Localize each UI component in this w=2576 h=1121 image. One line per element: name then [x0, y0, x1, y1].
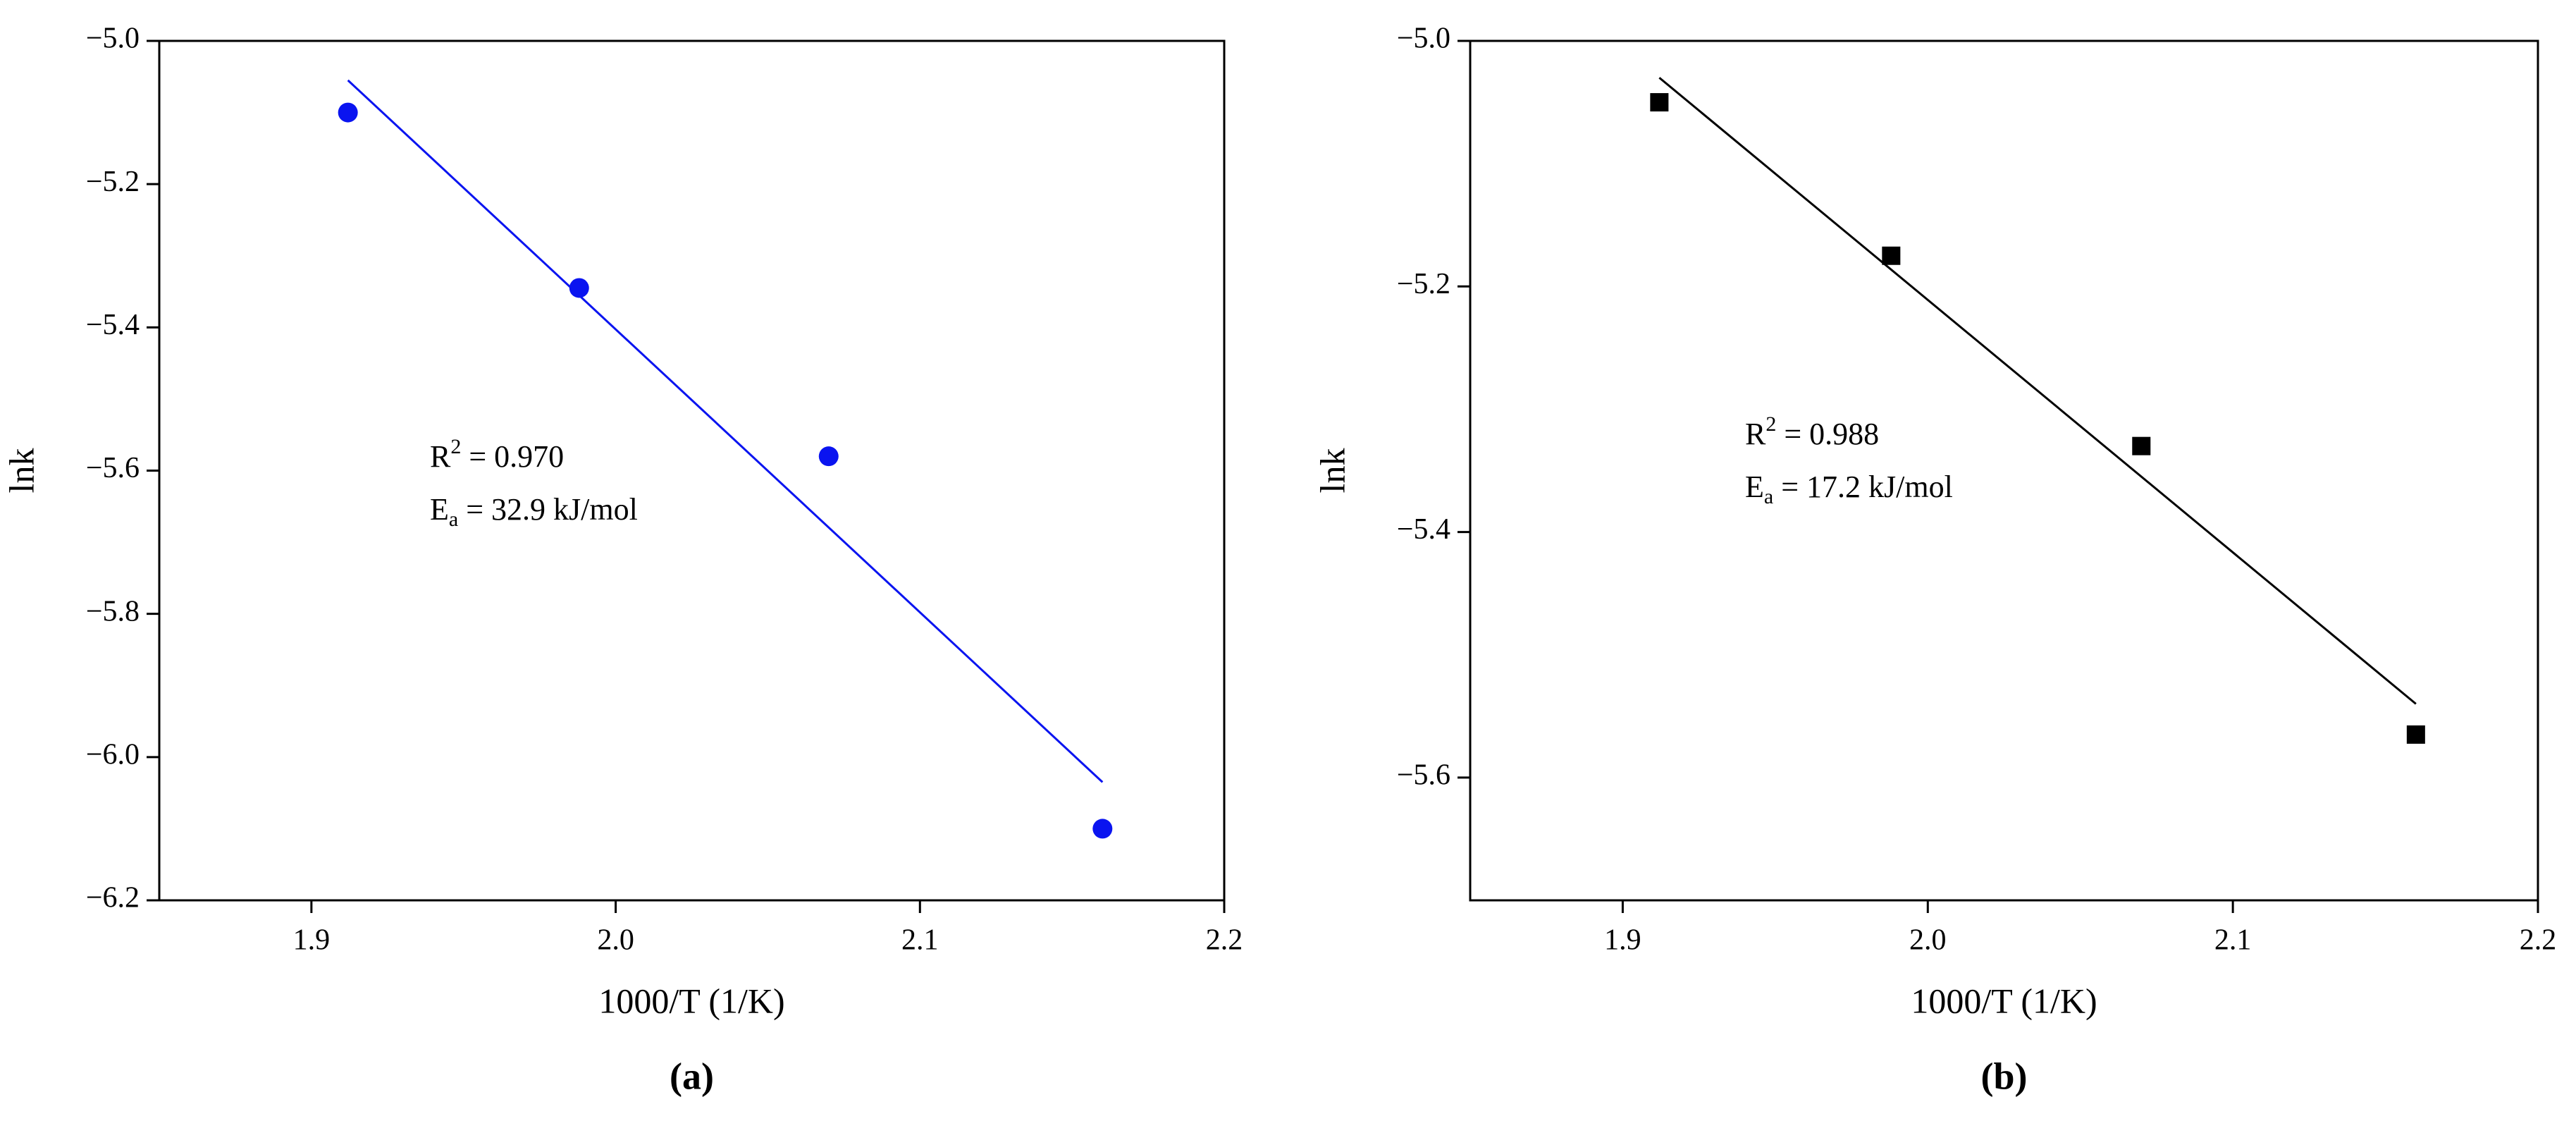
y-tick-label: −5.2: [86, 166, 140, 198]
y-tick-label: −6.0: [86, 738, 140, 771]
y-axis-title: lnk: [1312, 448, 1352, 494]
chart-panel: 1.9 2.0 2.1 2.2 −5.0 −5.2 −5.4 −5.6 −5.8 −6.0 −6.2…: [1, 23, 1243, 1098]
data-point: [1092, 819, 1113, 839]
y-tick-label: −5.4: [1397, 513, 1450, 546]
data-point: [338, 102, 358, 123]
panel-label: (b): [1981, 1055, 2028, 1097]
annotation-sub: a: [449, 508, 458, 531]
annotation-sub: a: [1764, 485, 1773, 508]
annotation-base: R: [430, 439, 451, 474]
x-tick-label: 2.0: [1909, 924, 1947, 957]
data-point: [2406, 725, 2425, 744]
data-point: [1882, 246, 1901, 265]
x-axis-title: 1000/T (1/K): [1911, 981, 2097, 1020]
x-tick-label: 2.1: [2214, 924, 2252, 957]
fit-line: [1658, 77, 2417, 705]
y-tick-label: −5.4: [86, 309, 140, 341]
annotation-tail: = 17.2 kJ/mol: [1773, 470, 1953, 504]
x-axis-title: 1000/T (1/K): [598, 981, 784, 1020]
y-tick-label: −5.2: [1397, 268, 1450, 300]
annotation: Ea = 32.9 kJ/mol: [430, 492, 638, 531]
x-tick-label: 2.2: [2520, 924, 2557, 957]
x-tick-label: 1.9: [293, 924, 331, 957]
annotation-sup: 2: [1765, 412, 1776, 436]
annotation-base: E: [1745, 470, 1764, 504]
x-tick-label: 2.2: [1206, 924, 1243, 957]
annotation: R2 = 0.970: [430, 435, 564, 474]
annotation: Ea = 17.2 kJ/mol: [1745, 470, 1953, 508]
annotation-tail: = 0.988: [1776, 417, 1879, 451]
annotation-tail: = 0.970: [461, 439, 564, 474]
data-point: [2132, 436, 2151, 455]
annotation-base: R: [1745, 417, 1766, 451]
y-tick-label: −5.0: [1397, 23, 1450, 55]
annotation-tail: = 32.9 kJ/mol: [458, 492, 638, 527]
annotation: R2 = 0.988: [1745, 412, 1879, 451]
y-tick-label: −5.8: [86, 595, 140, 627]
plot-frame: [1469, 39, 2539, 902]
x-tick-label: 2.1: [901, 924, 939, 957]
data-point: [818, 446, 839, 467]
y-tick-label: −6.2: [86, 882, 140, 914]
annotation-sup: 2: [450, 435, 461, 458]
y-axis-title: lnk: [1, 448, 41, 494]
plot-frame: [158, 39, 1226, 902]
y-tick-label: −5.6: [86, 452, 140, 484]
y-tick-label: −5.0: [86, 23, 140, 55]
annotation-base: E: [430, 492, 449, 527]
x-tick-label: 1.9: [1604, 924, 1641, 957]
data-point: [1650, 93, 1669, 112]
fit-line: [347, 79, 1104, 783]
data-point: [569, 278, 589, 298]
chart-panel: 1.9 2.0 2.1 2.2 −5.0 −5.2 −5.4 −5.6 1000/T (1/K)…: [1312, 23, 2556, 1098]
x-tick-label: 2.0: [597, 924, 634, 957]
panel-label: (a): [670, 1055, 714, 1097]
y-tick-label: −5.6: [1397, 759, 1450, 791]
